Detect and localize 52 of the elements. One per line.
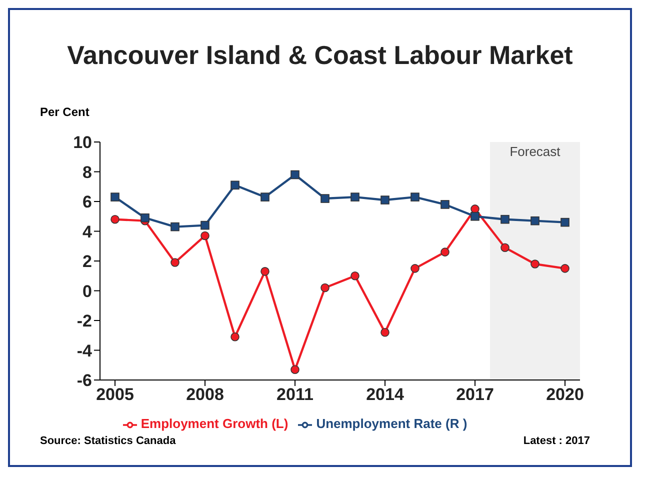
- point: [560, 218, 570, 227]
- source-note: Source: Statistics Canada: [40, 435, 176, 447]
- legend-label: Unemployment Rate (R ): [316, 416, 468, 431]
- point: [200, 231, 210, 240]
- point: [290, 365, 300, 374]
- point: [320, 194, 330, 203]
- point: [350, 192, 360, 202]
- point: [350, 271, 360, 280]
- y-tick-label: -2: [76, 312, 92, 331]
- point: [200, 220, 210, 230]
- x-tick-label: 2017: [456, 385, 494, 404]
- point: [320, 283, 330, 292]
- point: [410, 192, 420, 202]
- y-tick-label: 10: [73, 133, 92, 152]
- point: [260, 192, 270, 202]
- point: [290, 170, 300, 180]
- x-tick-label: 2020: [546, 385, 584, 404]
- band-label: Forecast: [510, 144, 561, 160]
- y-axis-title: Per Cent: [40, 105, 90, 119]
- y-tick-label: 4: [82, 222, 93, 242]
- y-tick-label: -4: [76, 341, 93, 360]
- y-tick-label: -6: [76, 371, 92, 390]
- point: [170, 258, 180, 267]
- point: [440, 248, 450, 256]
- point: [530, 216, 540, 226]
- point: [500, 243, 510, 252]
- point: [410, 264, 420, 273]
- legend-label: Employment Growth (L): [140, 416, 288, 431]
- x-tick-label: 2005: [96, 385, 134, 404]
- point: [260, 267, 270, 276]
- point: [530, 260, 540, 268]
- chart-title: Vancouver Island & Coast Labour Market: [66, 40, 574, 71]
- point: [500, 214, 510, 224]
- point: [470, 212, 480, 221]
- point: [230, 332, 240, 342]
- x-tick-label: 2008: [186, 385, 224, 404]
- point: [140, 213, 150, 222]
- point: [230, 180, 240, 190]
- x-tick-label: 2011: [276, 385, 314, 404]
- point: [380, 328, 390, 337]
- point: [560, 264, 570, 273]
- point: [110, 214, 120, 224]
- point: [170, 222, 180, 232]
- y-tick-label: 0: [82, 282, 92, 301]
- point: [440, 200, 450, 209]
- x-tick-label: 2014: [366, 385, 404, 404]
- y-tick-label: 2: [82, 252, 92, 272]
- point: [380, 196, 390, 204]
- point: [110, 192, 120, 202]
- y-tick-label: 8: [82, 162, 92, 182]
- text: Latest : 2017: [523, 435, 590, 447]
- y-tick-label: 6: [82, 192, 92, 212]
